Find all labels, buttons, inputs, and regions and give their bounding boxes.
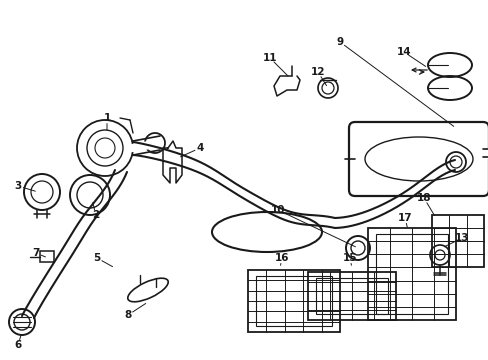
Text: 3: 3: [14, 181, 21, 191]
Text: 5: 5: [93, 253, 101, 263]
Text: 8: 8: [124, 310, 131, 320]
Bar: [307, 272, 395, 320]
Text: 16: 16: [274, 253, 289, 263]
Bar: [431, 215, 483, 267]
Text: 10: 10: [270, 205, 285, 215]
Text: 7: 7: [32, 248, 40, 258]
Text: 12: 12: [310, 67, 325, 77]
Text: 2: 2: [92, 210, 100, 220]
Text: 17: 17: [397, 213, 411, 223]
Text: 9: 9: [336, 37, 343, 47]
Bar: [367, 228, 455, 320]
Bar: [40, 251, 54, 262]
Bar: [375, 234, 447, 314]
Text: 4: 4: [196, 143, 203, 153]
Text: 6: 6: [14, 340, 21, 350]
Text: 18: 18: [416, 193, 430, 203]
Bar: [315, 278, 387, 314]
Text: 11: 11: [262, 53, 277, 63]
Bar: [247, 270, 339, 332]
Text: 14: 14: [396, 47, 410, 57]
Text: 1: 1: [103, 113, 110, 123]
Text: 13: 13: [454, 233, 468, 243]
Text: 15: 15: [342, 253, 357, 263]
Bar: [256, 276, 331, 326]
